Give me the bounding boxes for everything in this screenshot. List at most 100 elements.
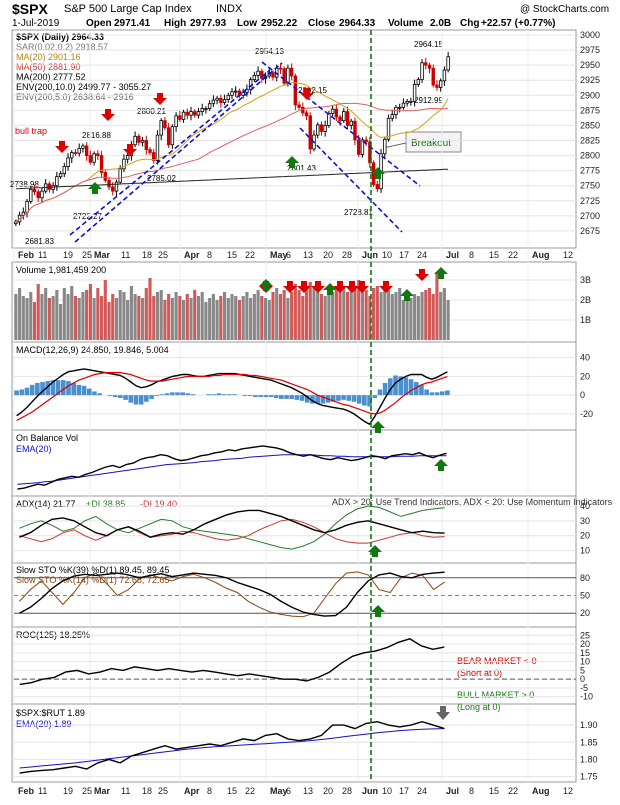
adx-tick-label: 20 bbox=[580, 531, 590, 541]
macd-histogram-bar bbox=[341, 395, 346, 400]
header-date: 1-Jul-2019 bbox=[12, 18, 60, 29]
day-label: 12 bbox=[563, 250, 573, 260]
candle-body bbox=[375, 184, 380, 190]
macd-histogram-bar bbox=[190, 394, 196, 396]
macd-histogram-bar bbox=[81, 385, 87, 396]
sto-tick-label: 20 bbox=[580, 608, 590, 618]
volume-bar bbox=[413, 294, 417, 340]
macd-histogram-bar bbox=[377, 389, 383, 396]
volume-bar bbox=[390, 294, 394, 340]
candle-body bbox=[446, 56, 450, 71]
macd-histogram-bar bbox=[164, 393, 170, 396]
macd-histogram-bar bbox=[112, 395, 118, 398]
candle bbox=[107, 176, 111, 191]
volume-bar bbox=[77, 298, 81, 340]
candle-body bbox=[200, 108, 204, 112]
candle-body bbox=[25, 200, 29, 213]
high-label: High bbox=[164, 18, 186, 29]
series-layer bbox=[14, 51, 450, 774]
volume-bar bbox=[375, 286, 379, 340]
candle-body bbox=[189, 111, 193, 116]
sto39-line bbox=[19, 571, 445, 617]
volume-bar bbox=[342, 288, 346, 340]
candle-body bbox=[62, 166, 67, 175]
volume-value: 2.0B bbox=[430, 18, 451, 29]
volume-tick-label: 3B bbox=[580, 275, 591, 285]
price-tick-label: 2875 bbox=[580, 105, 600, 115]
day-label-bottom: 25 bbox=[82, 786, 92, 796]
macd-histogram-bar bbox=[273, 395, 279, 398]
candle bbox=[353, 117, 357, 146]
candle-body bbox=[360, 139, 365, 155]
axis-labels: 3000297529502925290028752850282528002775… bbox=[18, 30, 600, 796]
sell-arrow-icon bbox=[55, 141, 69, 153]
month-label-bottom: May bbox=[270, 786, 288, 796]
candle-body bbox=[442, 69, 447, 82]
roc-note-long: (Long at 0) bbox=[457, 702, 501, 712]
macd-histogram-bar bbox=[206, 394, 211, 396]
candle bbox=[163, 116, 167, 131]
candle bbox=[114, 179, 119, 197]
sto-tick-label: 50 bbox=[580, 591, 590, 601]
candle bbox=[234, 86, 238, 97]
candle-body bbox=[234, 90, 238, 93]
macd-histogram-bar bbox=[221, 394, 227, 396]
close-value: 2964.33 bbox=[339, 18, 376, 29]
macd-histogram-bar bbox=[242, 395, 248, 397]
price-tick-label: 2975 bbox=[580, 45, 600, 55]
candle-body bbox=[140, 140, 145, 143]
candle-body bbox=[66, 157, 70, 167]
volume-bar bbox=[133, 294, 137, 340]
candle-body bbox=[330, 108, 335, 114]
macd-histogram-bar bbox=[144, 395, 149, 402]
volume-bar bbox=[148, 278, 152, 340]
volume-bar bbox=[267, 300, 271, 340]
candle-body bbox=[211, 99, 216, 105]
volume-bar bbox=[368, 296, 372, 340]
open-value: 2971.41 bbox=[114, 18, 151, 29]
label-2785: 2785.02 bbox=[147, 174, 176, 183]
candle-body bbox=[148, 149, 152, 153]
volume-bar bbox=[446, 300, 450, 340]
volume-bar bbox=[297, 290, 301, 340]
roc-note-bull: BULL MARKET > 0 bbox=[457, 690, 534, 700]
breakout-label: Breakout bbox=[411, 138, 451, 149]
macd-panel bbox=[11, 341, 577, 431]
candle bbox=[144, 135, 148, 155]
candle bbox=[137, 133, 141, 146]
volume-bar bbox=[308, 282, 312, 340]
day-label-bottom: 22 bbox=[245, 786, 255, 796]
price-legend-line-4: MA(50) 2881.90 bbox=[16, 62, 81, 72]
volume-bar bbox=[278, 294, 283, 340]
volume-bar bbox=[126, 300, 130, 340]
candle bbox=[211, 95, 216, 108]
day-label-bottom: 19 bbox=[63, 786, 73, 796]
candle bbox=[386, 114, 391, 142]
volume-bar bbox=[215, 300, 219, 340]
volume-bar bbox=[178, 296, 182, 340]
day-label: 25 bbox=[82, 250, 92, 260]
candle bbox=[140, 136, 145, 147]
macd-histogram-bar bbox=[211, 394, 217, 396]
month-label: Jun bbox=[362, 250, 378, 260]
static-marks bbox=[55, 30, 450, 782]
volume-bar bbox=[424, 290, 428, 340]
adx-minusdi-legend: -DI 19.40 bbox=[140, 499, 177, 509]
candle-body bbox=[118, 168, 122, 183]
volume-bar bbox=[353, 288, 357, 340]
volume-bar bbox=[70, 286, 74, 340]
volume-bar bbox=[260, 296, 264, 340]
candle bbox=[133, 131, 137, 148]
candle-body bbox=[155, 134, 160, 161]
volume-bar bbox=[170, 298, 174, 340]
volume-bar bbox=[222, 292, 227, 340]
price-tick-label: 2725 bbox=[580, 196, 600, 206]
macd-histogram-bar bbox=[419, 384, 424, 396]
volume-bar bbox=[290, 292, 294, 340]
open-label: Open bbox=[86, 18, 112, 29]
low-label: Low bbox=[237, 18, 257, 29]
candle-body bbox=[427, 64, 432, 69]
label-2738: 2738.98 bbox=[10, 180, 39, 189]
candle-body bbox=[14, 221, 18, 225]
